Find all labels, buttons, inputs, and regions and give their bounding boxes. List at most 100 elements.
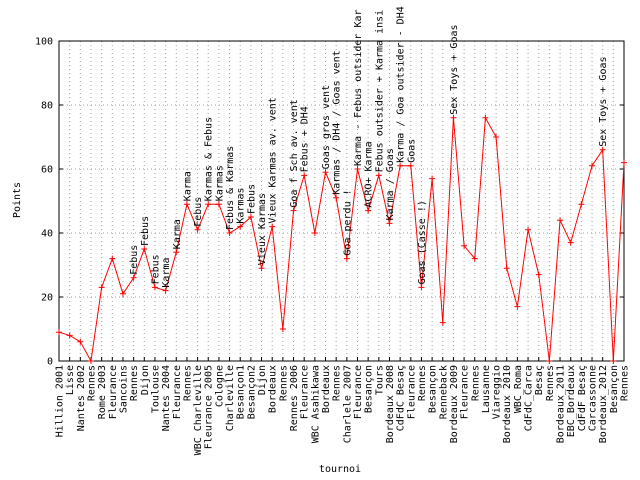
data-point bbox=[514, 304, 520, 310]
data-point bbox=[578, 201, 584, 207]
point-annotation: Sex Toys + Goas bbox=[598, 56, 609, 146]
x-tick-label: Rennes bbox=[620, 365, 631, 401]
x-tick-label: Rennes bbox=[417, 365, 428, 401]
point-annotation: Karmas & Febus bbox=[204, 117, 215, 201]
x-tick-label: WBC_Roma bbox=[513, 365, 524, 413]
point-annotation: Vieux Karmas av. vent bbox=[268, 97, 279, 223]
data-point bbox=[536, 272, 542, 278]
x-tick-label: Tours bbox=[374, 365, 385, 395]
point-annotation: Goas bbox=[406, 139, 417, 163]
y-tick-label: 80 bbox=[41, 101, 53, 112]
data-point bbox=[568, 240, 574, 246]
point-annotation: Febus bbox=[129, 245, 140, 275]
x-tick-label: Nantes 2002 bbox=[76, 365, 87, 431]
x-tick-label: Carcassonne bbox=[588, 365, 599, 431]
x-tick-label: Rennes bbox=[129, 365, 140, 401]
data-point bbox=[120, 291, 126, 297]
point-annotation: Karma - Febus outsider Kar bbox=[353, 9, 364, 166]
data-point bbox=[77, 339, 83, 345]
point-annotation: Sex Toys + Goas bbox=[449, 24, 460, 114]
x-tick-label: Rennes bbox=[470, 365, 481, 401]
x-tick-label: Dijon bbox=[257, 365, 268, 395]
x-tick-label: Besançon bbox=[609, 365, 620, 413]
x-tick-label: Dijon bbox=[140, 365, 151, 395]
x-tick-label: CdFdC Besaç bbox=[396, 365, 407, 431]
x-tick-label: Fleurance bbox=[353, 365, 364, 419]
x-tick-label: Cologne bbox=[214, 365, 225, 407]
x-tick-label: WBC Asahikawa bbox=[310, 365, 321, 443]
x-tick-label: Rennes bbox=[86, 365, 97, 401]
y-tick-label: 20 bbox=[41, 293, 53, 304]
point-annotation: Febus bbox=[150, 254, 161, 284]
y-tick-label: 100 bbox=[35, 37, 53, 48]
x-tick-label: Bordeaux 2009 bbox=[449, 365, 460, 443]
x-tick-label: Fleurance bbox=[406, 365, 417, 419]
data-point bbox=[99, 284, 105, 290]
point-annotation: Vieux Karmas bbox=[257, 193, 268, 265]
x-tick-label: Rennes bbox=[182, 365, 193, 401]
x-tick-label: Fleurance bbox=[460, 365, 471, 419]
x-tick-label: Charlele 2007 bbox=[342, 365, 353, 443]
line-chart: Points tournoi 020406080100 Hillion 2001… bbox=[0, 0, 640, 480]
x-tick-label: Bordeaux bbox=[321, 365, 332, 413]
x-tick-label: Rennes 2006 bbox=[289, 365, 300, 431]
point-annotation: ACRO+ Karma bbox=[364, 141, 375, 207]
x-tick-label: Bordeaux bbox=[268, 365, 279, 413]
data-point bbox=[429, 176, 435, 182]
x-tick-label: Fleurance bbox=[108, 365, 119, 419]
x-ticks: Hillion 2001 Lisse Nantes 2002 Rennes Rome 2… bbox=[55, 365, 631, 455]
x-tick-label: Bordeaux 2010 bbox=[502, 365, 513, 443]
point-annotation: Febus bbox=[193, 197, 204, 227]
data-point bbox=[557, 217, 563, 223]
x-tick-label: CdFdC_Carca bbox=[524, 365, 535, 431]
x-tick-label: Besançon1 bbox=[236, 365, 247, 419]
point-annotation: Karma bbox=[161, 257, 172, 287]
x-axis-label: tournoi bbox=[319, 464, 361, 475]
x-tick-label: Viareggio bbox=[492, 365, 503, 419]
point-annotation: Karmas / DH4 / Goas vent bbox=[332, 50, 343, 195]
point-annotation: Karmas bbox=[214, 165, 225, 201]
point-annotation: Febus & Karmas bbox=[225, 146, 236, 230]
x-tick-label: WBC Charleville bbox=[193, 365, 204, 455]
x-tick-label: Besançon bbox=[428, 365, 439, 413]
x-tick-label: Besançon bbox=[364, 365, 375, 413]
point-annotation: Goa perdu ! bbox=[342, 189, 353, 255]
data-point bbox=[67, 332, 73, 338]
x-tick-label: Rennes bbox=[545, 365, 556, 401]
x-tick-label: Hillion 2001 bbox=[55, 365, 66, 437]
x-tick-label: Rennes bbox=[332, 365, 343, 401]
x-tick-label: EBC_Bordeaux bbox=[566, 365, 577, 437]
y-axis-label: Points bbox=[12, 182, 23, 218]
data-point bbox=[504, 265, 510, 271]
x-tick-label: Besaç bbox=[534, 365, 545, 395]
data-point bbox=[525, 227, 531, 233]
point-annotation: Goas (Casse !) bbox=[417, 200, 428, 284]
data-point bbox=[546, 358, 552, 364]
data-point bbox=[610, 358, 616, 364]
y-tick-label: 40 bbox=[41, 229, 53, 240]
x-tick-label: Toulouse bbox=[150, 365, 161, 413]
x-tick-label: Lisse bbox=[65, 365, 76, 395]
point-annotation: Febus bbox=[246, 184, 257, 214]
data-point bbox=[589, 163, 595, 169]
x-tick-label: Lausanne bbox=[481, 365, 492, 413]
x-tick-label: Fleurance 2005 bbox=[204, 365, 215, 449]
data-point bbox=[482, 115, 488, 121]
data-point bbox=[621, 160, 627, 166]
y-tick-label: 60 bbox=[41, 165, 53, 176]
x-tick-label: Charleville bbox=[225, 365, 236, 431]
point-annotation: Febus + DH4 bbox=[300, 106, 311, 172]
data-point bbox=[88, 358, 94, 364]
x-tick-label: Sancoins bbox=[118, 365, 129, 413]
data-point bbox=[440, 320, 446, 326]
data-point bbox=[493, 134, 499, 140]
data-point bbox=[280, 326, 286, 332]
y-ticks: 0 20 40 60 80 100 bbox=[35, 37, 53, 368]
data-point bbox=[109, 256, 115, 262]
x-tick-label: CdFdF Besaç bbox=[577, 365, 588, 431]
x-tick-label: Rome 2003 bbox=[97, 365, 108, 419]
data-point bbox=[56, 329, 62, 335]
x-tick-label: Bordeaux_2012 bbox=[598, 365, 609, 443]
x-tick-label: Fleurance bbox=[300, 365, 311, 419]
